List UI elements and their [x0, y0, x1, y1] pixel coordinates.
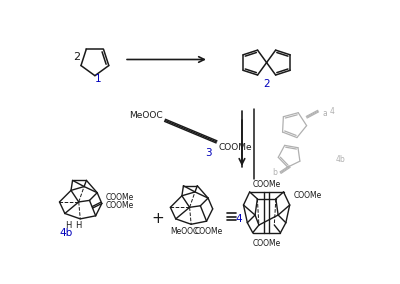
Text: H: H: [65, 221, 71, 229]
Text: COOMe: COOMe: [219, 143, 252, 152]
Text: 4b: 4b: [60, 228, 73, 238]
Text: b: b: [272, 168, 277, 177]
Text: a: a: [322, 109, 327, 118]
Text: COOMe: COOMe: [252, 239, 281, 248]
Text: 4b: 4b: [336, 155, 346, 164]
Text: +: +: [151, 211, 164, 226]
Text: 1: 1: [95, 74, 101, 84]
Text: MeOOC: MeOOC: [170, 227, 199, 237]
Text: COOMe: COOMe: [252, 180, 281, 189]
Text: 4: 4: [330, 106, 335, 116]
Text: COOMe: COOMe: [294, 191, 322, 200]
Text: COOMe: COOMe: [106, 201, 134, 210]
Text: COOMe: COOMe: [106, 193, 134, 202]
Text: H: H: [75, 221, 81, 229]
Text: 3: 3: [206, 149, 212, 158]
Text: 2: 2: [73, 52, 80, 62]
Text: COOMe: COOMe: [195, 227, 223, 237]
Text: 4: 4: [235, 214, 242, 224]
Text: MeOOC: MeOOC: [129, 111, 163, 120]
Text: 2: 2: [263, 79, 270, 89]
